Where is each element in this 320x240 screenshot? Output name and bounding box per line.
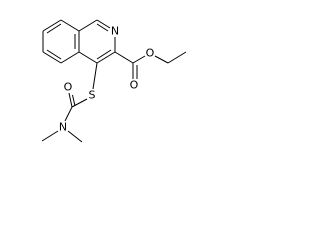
molecule-diagram: N O O S O N xyxy=(41,19,187,143)
atom-label: O xyxy=(64,81,73,94)
atom-label: O xyxy=(146,47,155,60)
atom-label: N xyxy=(59,121,67,134)
bonds xyxy=(41,19,187,143)
atom-label: S xyxy=(89,89,96,102)
atom-label: O xyxy=(130,79,139,92)
atom-label: N xyxy=(111,25,119,38)
